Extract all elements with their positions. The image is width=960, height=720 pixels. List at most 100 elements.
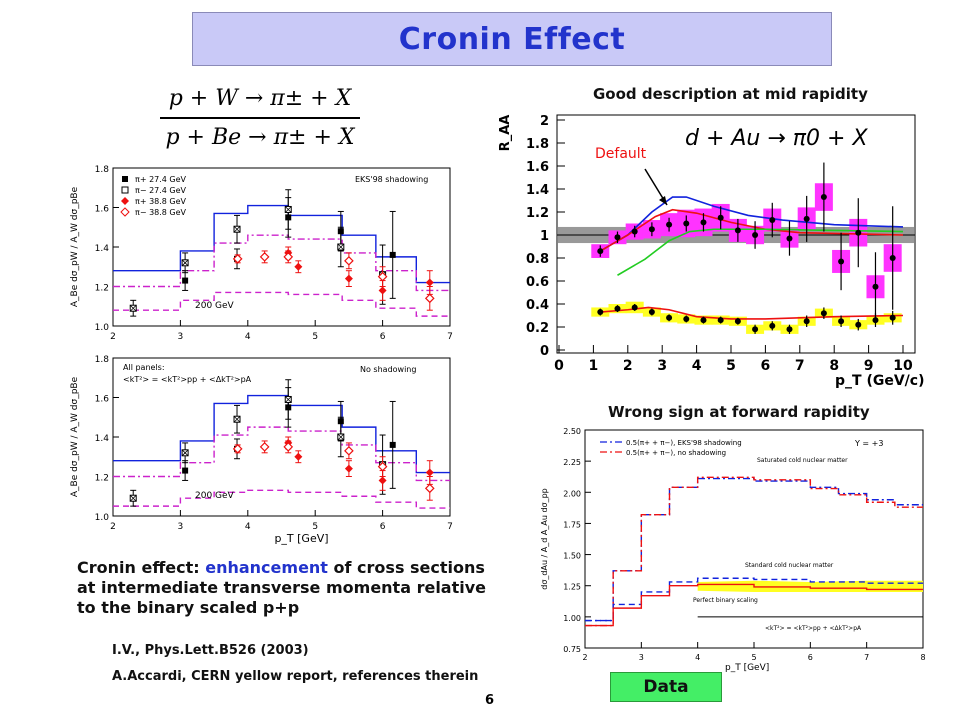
y-tick-label: 0.8 xyxy=(526,252,549,267)
data-point xyxy=(232,444,243,454)
mid-rapidity-header: Good description at mid rapidity xyxy=(593,85,868,103)
data-point xyxy=(734,227,741,234)
y-tick-label: 0.4 xyxy=(526,298,549,313)
legend-label: π+ 38.8 GeV xyxy=(135,197,187,206)
data-point xyxy=(717,214,724,221)
legend-label: 0.5(π+ + π−), no shadowing xyxy=(626,449,726,457)
data-point xyxy=(872,283,879,290)
data-point xyxy=(717,317,724,324)
y-tick-label: 2.00 xyxy=(563,489,581,498)
default-arrow-head xyxy=(659,196,667,205)
theory-curve xyxy=(600,306,904,320)
y-tick-label: 0 xyxy=(540,344,549,359)
x-tick-label: 6 xyxy=(808,653,813,662)
y-tick-label: 1.8 xyxy=(95,355,110,365)
data-point-cross xyxy=(337,243,345,251)
legend-marker xyxy=(120,207,130,217)
y-tick-label: 1 xyxy=(540,229,549,244)
x-tick-label: 7 xyxy=(864,653,869,662)
x-tick-label: 0 xyxy=(554,358,564,374)
y-tick-label: 1.00 xyxy=(563,614,581,623)
theory-curve xyxy=(113,489,450,509)
data-badge-label: Data xyxy=(643,677,689,697)
data-point xyxy=(377,271,388,282)
panel-annotation: 200 GeV xyxy=(195,301,235,311)
panel-annotation: No shadowing xyxy=(360,365,416,374)
data-point xyxy=(820,194,827,201)
y-tick-label: 1.8 xyxy=(526,137,549,152)
data-point xyxy=(344,445,354,456)
panel-annotation: Saturated cold nuclear matter xyxy=(757,457,848,464)
x-tick-label: 8 xyxy=(829,358,839,374)
x-tick-label: 4 xyxy=(695,653,700,662)
data-point xyxy=(182,277,189,284)
data-point xyxy=(294,262,303,271)
y-axis-label: A_Be dσ_pW / A_W dσ_pBe xyxy=(70,186,80,307)
description-part1: Cronin effect: xyxy=(77,558,206,577)
data-point xyxy=(872,317,879,324)
legend-marker xyxy=(121,197,129,205)
default-label: Default xyxy=(595,146,647,162)
x-axis-label: p_T [GeV] xyxy=(274,532,328,545)
y-tick-label: 1.2 xyxy=(95,474,109,484)
data-point xyxy=(769,322,776,329)
theory-curve xyxy=(113,204,450,284)
data-point xyxy=(838,258,845,265)
data-point xyxy=(614,305,621,312)
data-point xyxy=(889,314,896,321)
y-tick-label: 1.75 xyxy=(563,520,581,529)
x-tick-label: 2 xyxy=(110,332,116,342)
theory-curve xyxy=(585,577,923,622)
data-point-cross xyxy=(181,259,189,267)
x-tick-label: 2 xyxy=(582,653,587,662)
data-point xyxy=(786,326,793,333)
x-axis-label: p_T [GeV] xyxy=(725,663,769,673)
reference-1: I.V., Phys.Lett.B526 (2003) xyxy=(112,643,309,658)
data-point xyxy=(648,309,655,316)
title-banner: Cronin Effect xyxy=(192,12,832,66)
legend-label: π− 27.4 GeV xyxy=(135,186,187,195)
theory-curve xyxy=(113,234,450,292)
x-tick-label: 3 xyxy=(178,522,184,532)
x-tick-label: 7 xyxy=(447,522,453,532)
formula: d + Au → π0 + X xyxy=(685,126,868,151)
data-point xyxy=(803,318,810,325)
data-point xyxy=(838,318,845,325)
data-point-cross xyxy=(233,415,241,423)
data-point xyxy=(259,442,270,452)
x-tick-label: 3 xyxy=(178,332,184,342)
data-point xyxy=(614,234,621,241)
x-tick-label: 2 xyxy=(110,522,116,532)
theory-curve xyxy=(113,291,450,317)
reference-2: A.Accardi, CERN yellow report, reference… xyxy=(112,669,479,684)
data-badge: Data xyxy=(610,672,722,702)
x-tick-label: 1 xyxy=(589,358,599,374)
x-tick-label: 4 xyxy=(692,358,702,374)
data-point xyxy=(597,248,604,255)
data-point xyxy=(855,321,862,328)
y-axis-label: A_Be dσ_pW / A_W dσ_pBe xyxy=(70,376,80,497)
x-tick-label: 10 xyxy=(893,358,913,374)
data-point xyxy=(294,452,303,461)
data-point xyxy=(820,310,827,317)
data-point xyxy=(786,235,793,242)
data-point xyxy=(259,252,270,262)
data-point xyxy=(700,317,707,324)
data-point xyxy=(648,226,655,233)
panel-annotation: <kT²> = <kT²>pp + <ΔkT²>pA xyxy=(765,625,862,632)
data-point xyxy=(425,278,434,287)
data-point xyxy=(232,254,243,264)
y-tick-label: 1.6 xyxy=(95,205,110,215)
x-tick-label: 6 xyxy=(380,522,386,532)
legend-label: 0.5(π+ + π−), EKS'98 shadowing xyxy=(626,439,742,447)
data-point xyxy=(889,255,896,261)
y-tick-label: 1.6 xyxy=(95,395,110,405)
y-tick-label: 2 xyxy=(540,114,549,129)
y-tick-label: 1.2 xyxy=(526,206,549,221)
data-point xyxy=(378,286,387,295)
data-point xyxy=(752,326,759,333)
theory-curve xyxy=(585,583,923,627)
y-axis-label: R_AA xyxy=(498,115,513,152)
panel-annotation: 200 GeV xyxy=(195,491,235,501)
data-point xyxy=(803,215,810,222)
